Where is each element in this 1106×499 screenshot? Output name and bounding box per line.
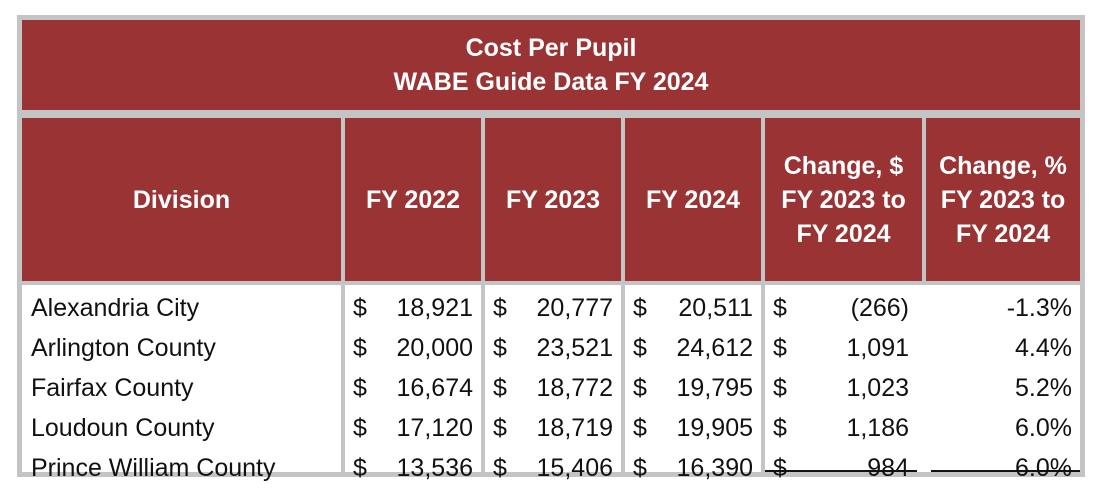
currency-symbol: $ [353,294,367,322]
currency-symbol: $ [633,414,647,442]
currency-symbol: $ [633,374,647,402]
currency-symbol: $ [493,414,507,442]
table-row: Prince William County $13,536 $15,406 $16,3… [22,448,1080,488]
amount-value: 20,000 [396,334,473,362]
cell-fy2022: $16,674 [345,368,481,408]
currency-symbol: $ [493,294,507,322]
total-underline-change-pct [931,470,1080,472]
amount-value: 1,186 [846,414,909,442]
amount-value: 13,536 [396,454,473,482]
cell-division: Loudoun County [22,408,341,448]
cell-fy2022: $18,921 [345,288,481,328]
currency-symbol: $ [353,454,367,482]
cell-fy2023: $15,406 [485,448,621,488]
currency-symbol: $ [773,294,787,322]
currency-symbol: $ [353,414,367,442]
cell-fy2023: $18,772 [485,368,621,408]
table-row: Arlington County $20,000 $23,521 $24,612 $1,… [22,328,1080,368]
cell-fy2024: $19,795 [625,368,761,408]
cell-fy2024: $20,511 [625,288,761,328]
cell-fy2023: $18,719 [485,408,621,448]
cell-change-dollar: $1,023 [765,368,917,408]
amount-value: 15,406 [536,454,613,482]
table-body: Alexandria City $18,921 $20,777 $20,511 $ (26… [22,285,1080,482]
cell-fy2023: $20,777 [485,288,621,328]
table-title: Cost Per Pupil WABE Guide Data FY 2024 [22,20,1080,110]
currency-symbol: $ [353,334,367,362]
header-fy2022: FY 2022 [345,118,481,281]
amount-value: 19,905 [676,414,753,442]
percent-value: 6.0% [1015,414,1072,442]
percent-value: 4.4% [1015,334,1072,362]
amount-value: 19,795 [676,374,753,402]
amount-value: 18,719 [536,414,613,442]
amount-value: 16,390 [676,454,753,482]
amount-value: (266) [850,294,909,322]
amount-value: 1,023 [846,374,909,402]
cell-fy2024: $24,612 [625,328,761,368]
currency-symbol: $ [493,334,507,362]
division-name: Alexandria City [31,294,200,322]
cell-change-pct: -1.3% [931,288,1080,328]
header-division: Division [22,118,341,281]
cell-change-pct: 4.4% [931,328,1080,368]
division-name: Fairfax County [31,374,194,402]
cell-fy2024: $19,905 [625,408,761,448]
header-change-dollar: Change, $ FY 2023 to FY 2024 [765,118,922,281]
currency-symbol: $ [493,454,507,482]
cell-change-pct: 6.0% [931,448,1080,488]
percent-value: 5.2% [1015,374,1072,402]
cell-fy2022: $17,120 [345,408,481,448]
currency-symbol: $ [773,334,787,362]
currency-symbol: $ [353,374,367,402]
cell-fy2022: $20,000 [345,328,481,368]
header-change-pct: Change, % FY 2023 to FY 2024 [926,118,1080,281]
division-name: Prince William County [31,454,276,482]
cell-division: Alexandria City [22,288,341,328]
cell-fy2023: $23,521 [485,328,621,368]
currency-symbol: $ [773,454,787,482]
currency-symbol: $ [773,414,787,442]
cell-fy2024: $16,390 [625,448,761,488]
amount-value: 984 [867,454,909,482]
cost-per-pupil-table: Cost Per Pupil WABE Guide Data FY 2024 D… [17,15,1085,482]
percent-value: -1.3% [1006,294,1072,322]
cell-change-dollar: $ (266) [765,288,917,328]
currency-symbol: $ [633,454,647,482]
table-row: Alexandria City $18,921 $20,777 $20,511 $ (26… [22,288,1080,328]
amount-value: 1,091 [846,334,909,362]
percent-value: 6.0% [1015,454,1072,482]
cell-division: Prince William County [22,448,341,488]
cell-division: Arlington County [22,328,341,368]
cell-fy2022: $13,536 [345,448,481,488]
amount-value: 18,921 [396,294,473,322]
amount-value: 20,511 [678,294,753,322]
title-line-2: WABE Guide Data FY 2024 [393,68,709,96]
cell-change-dollar: $1,091 [765,328,917,368]
amount-value: 18,772 [536,374,613,402]
table-row: Fairfax County $16,674 $18,772 $19,795 $1,02… [22,368,1080,408]
currency-symbol: $ [633,294,647,322]
title-line-1: Cost Per Pupil [465,34,637,62]
division-name: Arlington County [31,334,216,362]
table-row: Loudoun County $17,120 $18,719 $19,905 $1,18… [22,408,1080,448]
cell-division: Fairfax County [22,368,341,408]
currency-symbol: $ [633,334,647,362]
amount-value: 23,521 [536,334,613,362]
cell-change-pct: 5.2% [931,368,1080,408]
cell-change-pct: 6.0% [931,408,1080,448]
header-fy2024: FY 2024 [625,118,761,281]
currency-symbol: $ [493,374,507,402]
amount-value: 17,120 [396,414,473,442]
amount-value: 24,612 [676,334,753,362]
amount-value: 20,777 [536,294,613,322]
header-fy2023: FY 2023 [485,118,621,281]
amount-value: 16,674 [396,374,473,402]
division-name: Loudoun County [31,414,215,442]
cell-change-dollar: $1,186 [765,408,917,448]
total-underline-change-dollar [765,470,917,472]
cell-change-dollar: $984 [765,448,917,488]
currency-symbol: $ [773,374,787,402]
